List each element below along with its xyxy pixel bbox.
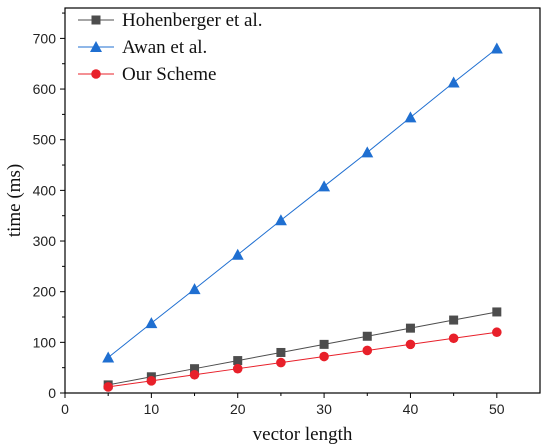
- data-point: [232, 363, 243, 374]
- y-tick-label: 500: [33, 132, 57, 148]
- data-point: [362, 331, 372, 341]
- x-tick-label: 0: [61, 401, 69, 417]
- data-point: [448, 333, 459, 344]
- x-tick-label: 10: [144, 401, 160, 417]
- y-tick-label: 300: [33, 233, 57, 249]
- data-point: [189, 369, 200, 380]
- legend-item: Hohenberger et al.: [78, 10, 263, 31]
- legend-item: Our Scheme: [78, 64, 216, 85]
- data-point: [492, 307, 502, 317]
- legend: Hohenberger et al. Awan et al. Our Scheme: [78, 10, 263, 85]
- data-point: [274, 214, 287, 226]
- y-tick-label: 0: [48, 385, 56, 401]
- y-tick-label: 100: [33, 334, 57, 350]
- legend-item: Awan et al.: [78, 37, 207, 58]
- legend-label: Hohenberger et al.: [122, 10, 263, 31]
- series-line: [108, 311, 497, 386]
- legend-label: Our Scheme: [122, 64, 216, 85]
- data-point: [190, 364, 200, 374]
- data-point: [362, 345, 373, 356]
- data-point: [405, 339, 416, 350]
- y-axis-title: time (ms): [4, 164, 25, 237]
- series-1: [102, 42, 503, 363]
- data-point: [404, 111, 417, 123]
- data-point: [146, 376, 157, 386]
- legend-marker: [90, 41, 102, 52]
- data-point: [492, 327, 502, 338]
- data-point: [102, 351, 115, 363]
- series-line: [107, 48, 498, 358]
- x-tick-label: 40: [403, 401, 419, 417]
- series-2: [103, 327, 502, 392]
- data-point: [319, 339, 329, 349]
- data-point: [145, 317, 158, 329]
- y-tick-label: 700: [33, 30, 57, 46]
- legend-marker: [91, 15, 101, 25]
- series-0: [103, 307, 502, 390]
- plot-frame: [64, 7, 541, 394]
- data-point: [276, 347, 286, 357]
- data-point: [490, 42, 503, 54]
- data-point: [449, 315, 459, 325]
- x-tick-label: 20: [230, 401, 246, 417]
- data-point: [276, 357, 286, 368]
- x-axis-title: vector length: [253, 424, 353, 445]
- y-tick-label: 200: [33, 284, 57, 300]
- data-point: [447, 76, 460, 88]
- data-point: [361, 146, 374, 158]
- x-tick-label: 30: [316, 401, 332, 417]
- data-point: [231, 248, 244, 260]
- data-point: [103, 382, 113, 392]
- data-point: [318, 180, 331, 192]
- legend-label: Awan et al.: [122, 37, 207, 58]
- y-tick-label: 400: [33, 182, 57, 198]
- data-point: [188, 283, 201, 295]
- data-point: [233, 356, 243, 366]
- plot-area: [102, 42, 503, 392]
- series-line: [108, 331, 497, 388]
- data-point: [319, 351, 329, 362]
- y-tick-label: 600: [33, 81, 57, 97]
- legend-marker: [91, 69, 101, 79]
- x-tick-label: 50: [489, 401, 505, 417]
- data-point: [405, 323, 415, 333]
